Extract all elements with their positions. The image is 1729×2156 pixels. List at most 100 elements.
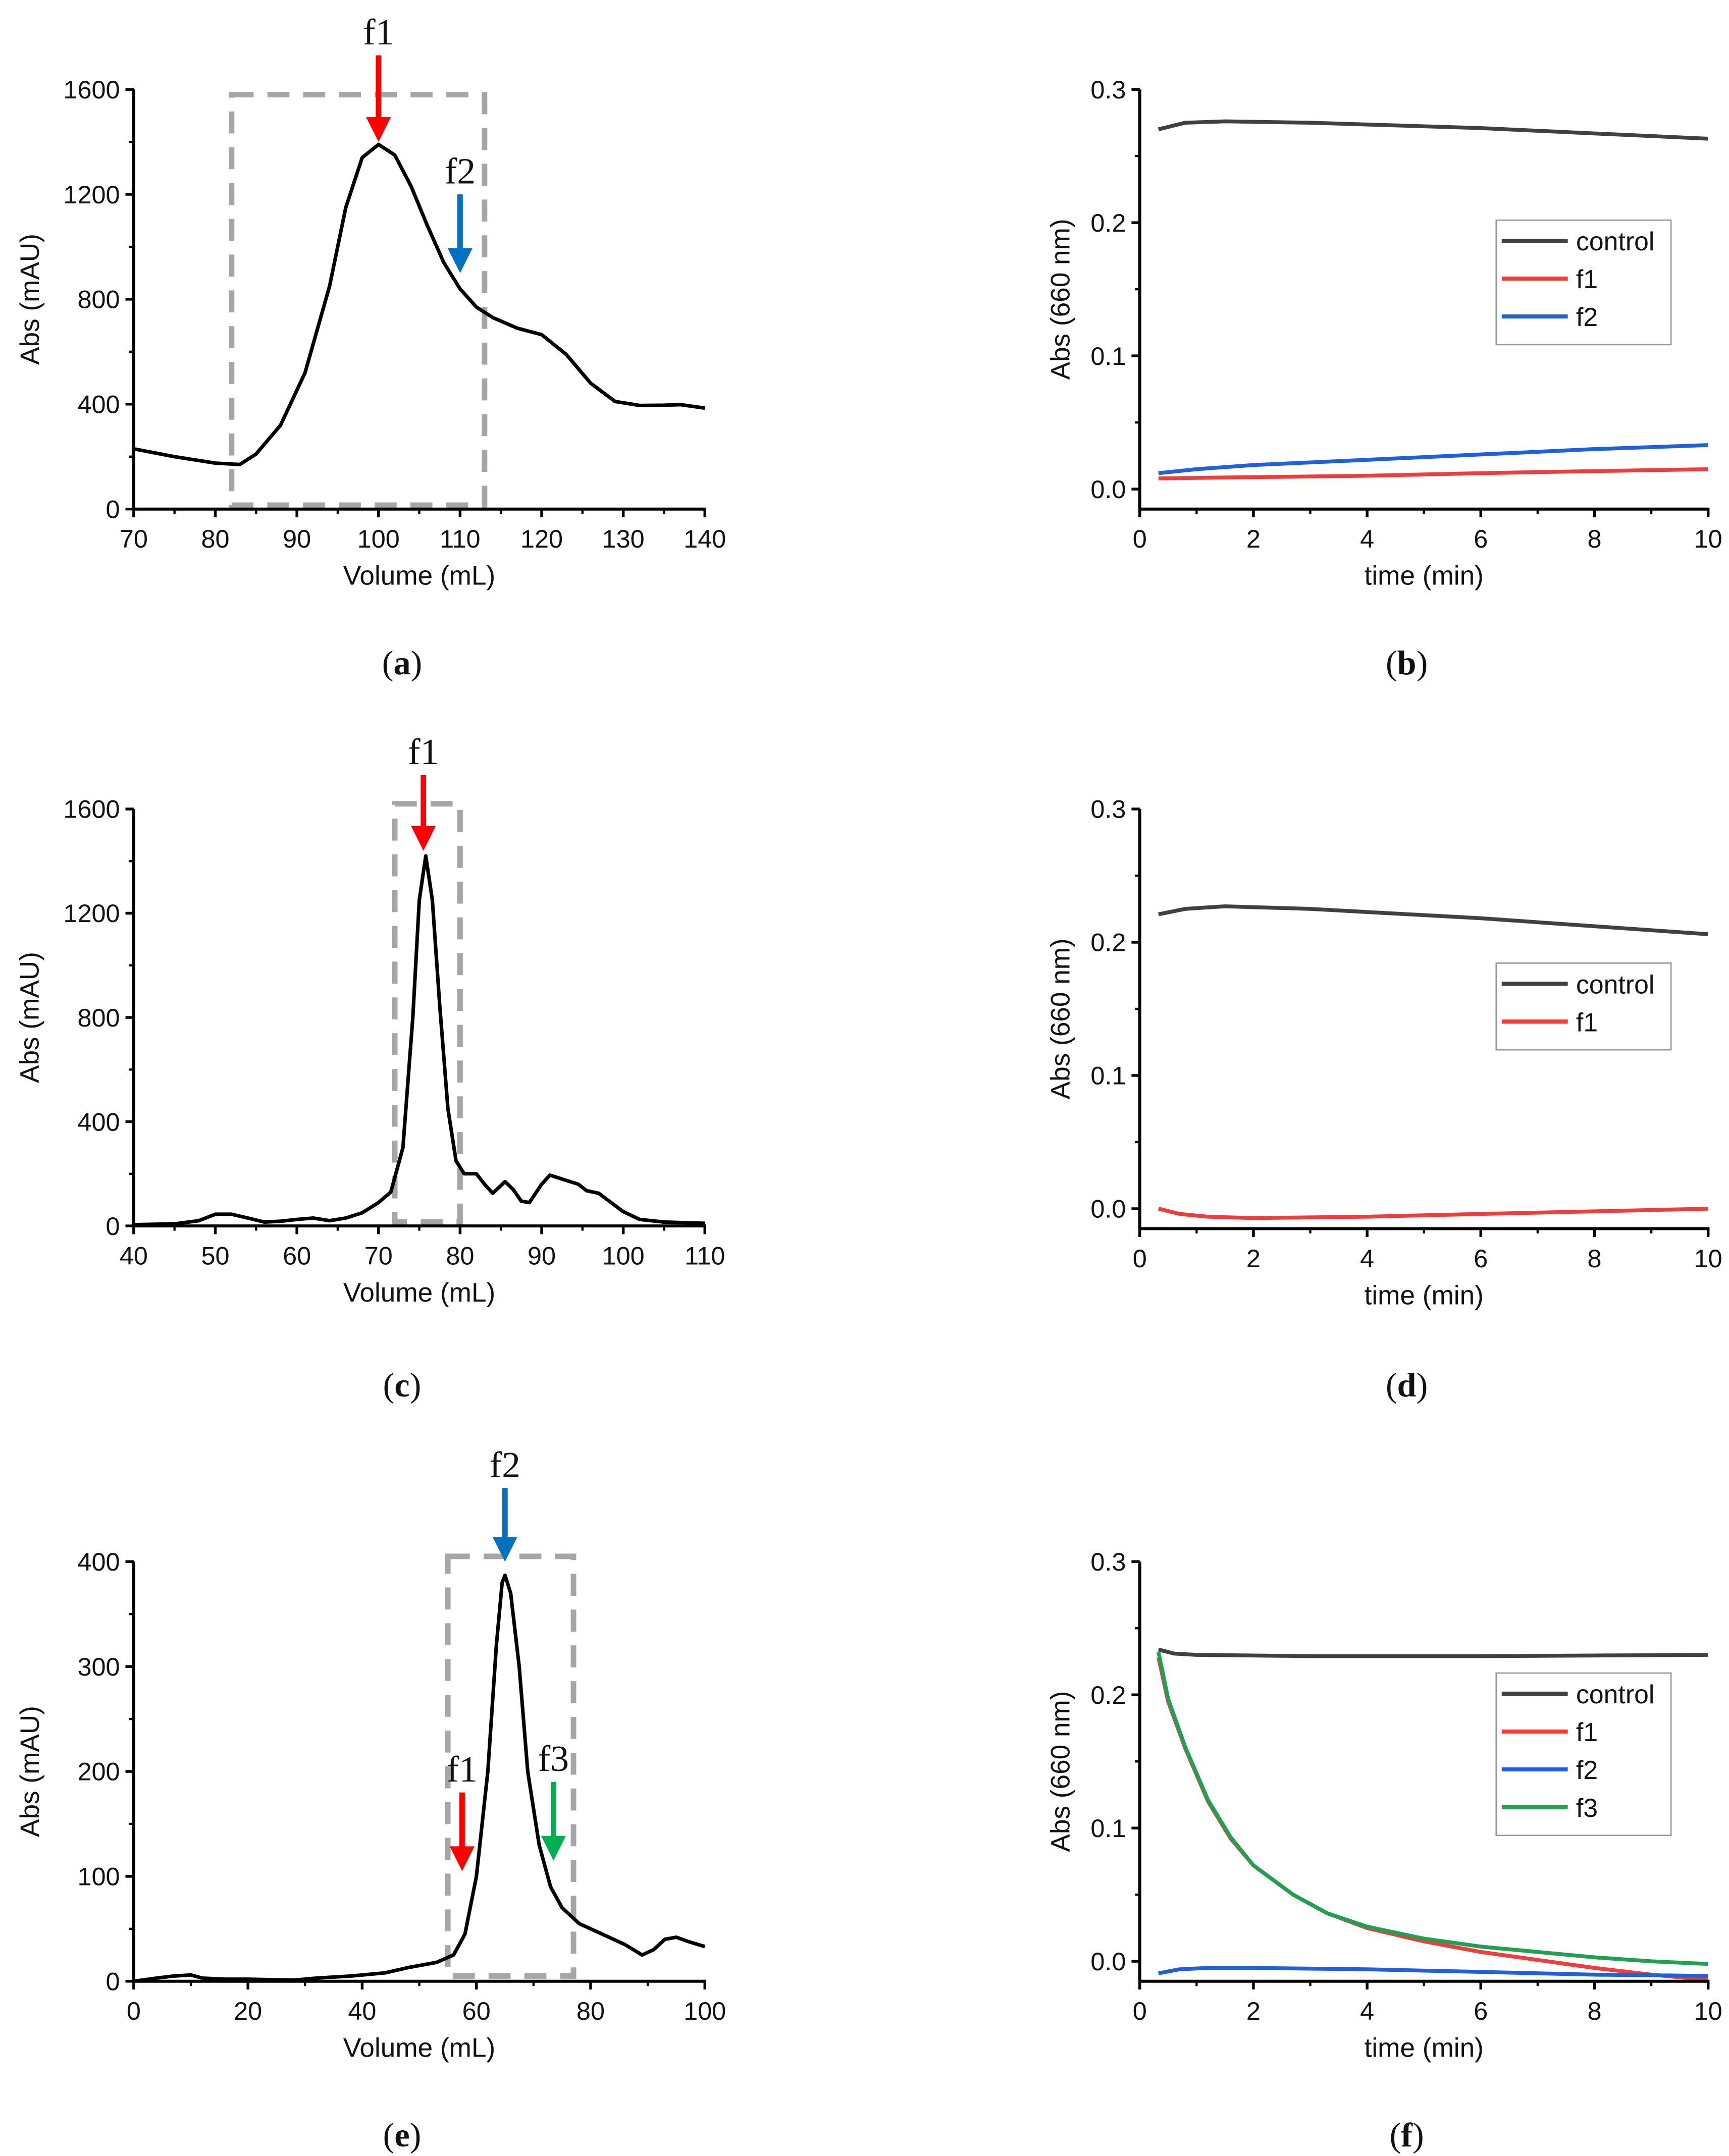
y-axis-label: Abs (mAU) [15, 234, 45, 365]
x-tick-label: 60 [283, 1241, 311, 1270]
caption-letter: b [1397, 643, 1417, 682]
series-line-f1 [1158, 1207, 1708, 1220]
panel-b: 0 2 4 6 8 10 0.0 0.1 0.2 0.3 time (min) Abs (660 nm… [1046, 75, 1722, 682]
x-tick-label: 0 [1133, 1244, 1147, 1273]
y-tick-label: 1200 [63, 180, 120, 209]
y-tick-label: 1600 [63, 75, 120, 104]
arrow-head-f1 [366, 117, 391, 142]
caption-letter: c [394, 1366, 409, 1404]
series-line-f3 [1157, 1651, 1708, 1966]
y-tick-label: 0.2 [1090, 208, 1126, 237]
x-tick-label: 70 [364, 1241, 393, 1270]
caption-open: ( [1386, 643, 1397, 682]
caption-letter: f [1401, 2116, 1413, 2154]
x-tick-label: 90 [283, 524, 311, 553]
caption-open: ( [383, 1366, 395, 1404]
y-tick-label: 0.1 [1090, 1061, 1126, 1090]
caption-close: ) [1417, 1366, 1428, 1404]
legend-label-f3: f3 [1576, 1793, 1598, 1822]
y-tick-label: 0.2 [1090, 928, 1126, 957]
x-tick-label: 4 [1360, 524, 1374, 553]
x-axis-label: Volume (mL) [343, 561, 495, 591]
y-axis-label: Abs (660 nm) [1046, 938, 1076, 1099]
x-tick-label: 100 [602, 1241, 645, 1270]
x-tick-label: 100 [357, 524, 400, 553]
legend-label-f1: f1 [1576, 1717, 1598, 1747]
series-line-f2 [1158, 443, 1708, 475]
panel-a: 70 80 90 100 110 120 130 140 0 400 800 1200 1600 Volu… [15, 11, 726, 682]
y-tick-label: 800 [77, 1003, 120, 1032]
fraction-box [392, 801, 463, 1225]
series-line-chromatogram [133, 854, 705, 1227]
y-tick-label: 0 [106, 1212, 120, 1241]
legend-label-f1: f1 [1576, 264, 1598, 294]
arrow-label-f1: f1 [447, 1748, 478, 1790]
fraction-box [229, 92, 488, 508]
x-axis-label: time (min) [1365, 1280, 1484, 1310]
arrow-head-f2 [447, 248, 473, 273]
arrow-label-f2: f2 [445, 150, 476, 191]
fraction-box [445, 1553, 577, 1979]
caption-open: ( [1390, 2116, 1401, 2154]
y-axis-label: Abs (660 nm) [1046, 1691, 1076, 1852]
x-tick-label: 80 [577, 1997, 605, 2025]
y-tick-label: 400 [77, 1547, 120, 1576]
x-tick-label: 40 [120, 1241, 148, 1270]
caption-open: ( [382, 643, 394, 682]
y-tick-label: 200 [77, 1757, 120, 1786]
x-axis-label: Volume (mL) [343, 2033, 495, 2063]
arrow-label-f1: f1 [363, 11, 394, 52]
x-tick-label: 6 [1474, 1997, 1488, 2025]
legend-label-f2: f2 [1576, 302, 1598, 332]
caption-close: ) [1417, 643, 1428, 682]
panel-f: 0 2 4 6 8 10 0.0 0.1 0.2 0.3 time (min) Abs (660 nm… [1046, 1547, 1722, 2154]
y-tick-label: 0.3 [1090, 1547, 1126, 1576]
y-tick-label: 100 [77, 1862, 120, 1891]
x-tick-label: 6 [1474, 1244, 1488, 1273]
legend-label-control: control [1576, 969, 1654, 999]
panel-caption: (e) [383, 2116, 422, 2154]
series-line-f2 [1158, 1966, 1708, 1978]
y-tick-label: 300 [77, 1652, 120, 1681]
panel-caption: (b) [1386, 643, 1428, 682]
x-tick-label: 110 [440, 524, 480, 553]
x-tick-label: 2 [1246, 524, 1261, 553]
panel-d: 0 2 4 6 8 10 0.0 0.1 0.2 0.3 time (min) Abs (660 nm… [1046, 795, 1722, 1404]
x-tick-label: 120 [520, 524, 563, 553]
y-tick-label: 0.3 [1090, 795, 1126, 824]
arrow-label-f1: f1 [408, 731, 439, 772]
x-tick-label: 4 [1360, 1244, 1374, 1273]
y-tick-label: 0.0 [1090, 1195, 1126, 1223]
y-tick-label: 400 [77, 390, 120, 419]
x-tick-label: 10 [1694, 524, 1722, 553]
series-line-control [1158, 119, 1708, 141]
arrow-head-f2 [492, 1537, 517, 1562]
series-line-f1 [1158, 467, 1708, 480]
caption-close: ) [410, 2116, 422, 2154]
x-tick-label: 2 [1246, 1997, 1261, 2025]
x-tick-label: 70 [120, 524, 148, 553]
y-tick-label: 1200 [63, 899, 120, 928]
x-tick-label: 90 [528, 1241, 556, 1270]
x-tick-label: 0 [127, 1997, 141, 2025]
x-tick-label: 0 [1133, 1997, 1147, 2025]
y-tick-label: 0.1 [1090, 1814, 1126, 1843]
panel-caption: (a) [382, 643, 422, 682]
x-tick-label: 0 [1133, 524, 1147, 553]
caption-close: ) [1412, 2116, 1424, 2154]
panel-caption: (f) [1390, 2116, 1424, 2154]
series-line-chromatogram [133, 1573, 706, 1983]
arrow-head-f1 [449, 1846, 475, 1871]
arrow-label-f3: f3 [538, 1738, 569, 1779]
y-tick-label: 0 [106, 1967, 120, 1996]
series-line-control [1158, 904, 1708, 936]
x-tick-label: 140 [684, 524, 726, 553]
x-tick-label: 20 [234, 1997, 262, 2025]
x-tick-label: 4 [1360, 1997, 1374, 2025]
panel-caption: (d) [1386, 1366, 1428, 1404]
x-axis-label: time (min) [1365, 2033, 1484, 2063]
x-tick-label: 40 [348, 1997, 376, 2025]
y-axis-label: Abs (mAU) [15, 1706, 45, 1837]
y-axis-label: Abs (660 nm) [1046, 219, 1076, 380]
legend-label-control: control [1576, 1680, 1654, 1709]
